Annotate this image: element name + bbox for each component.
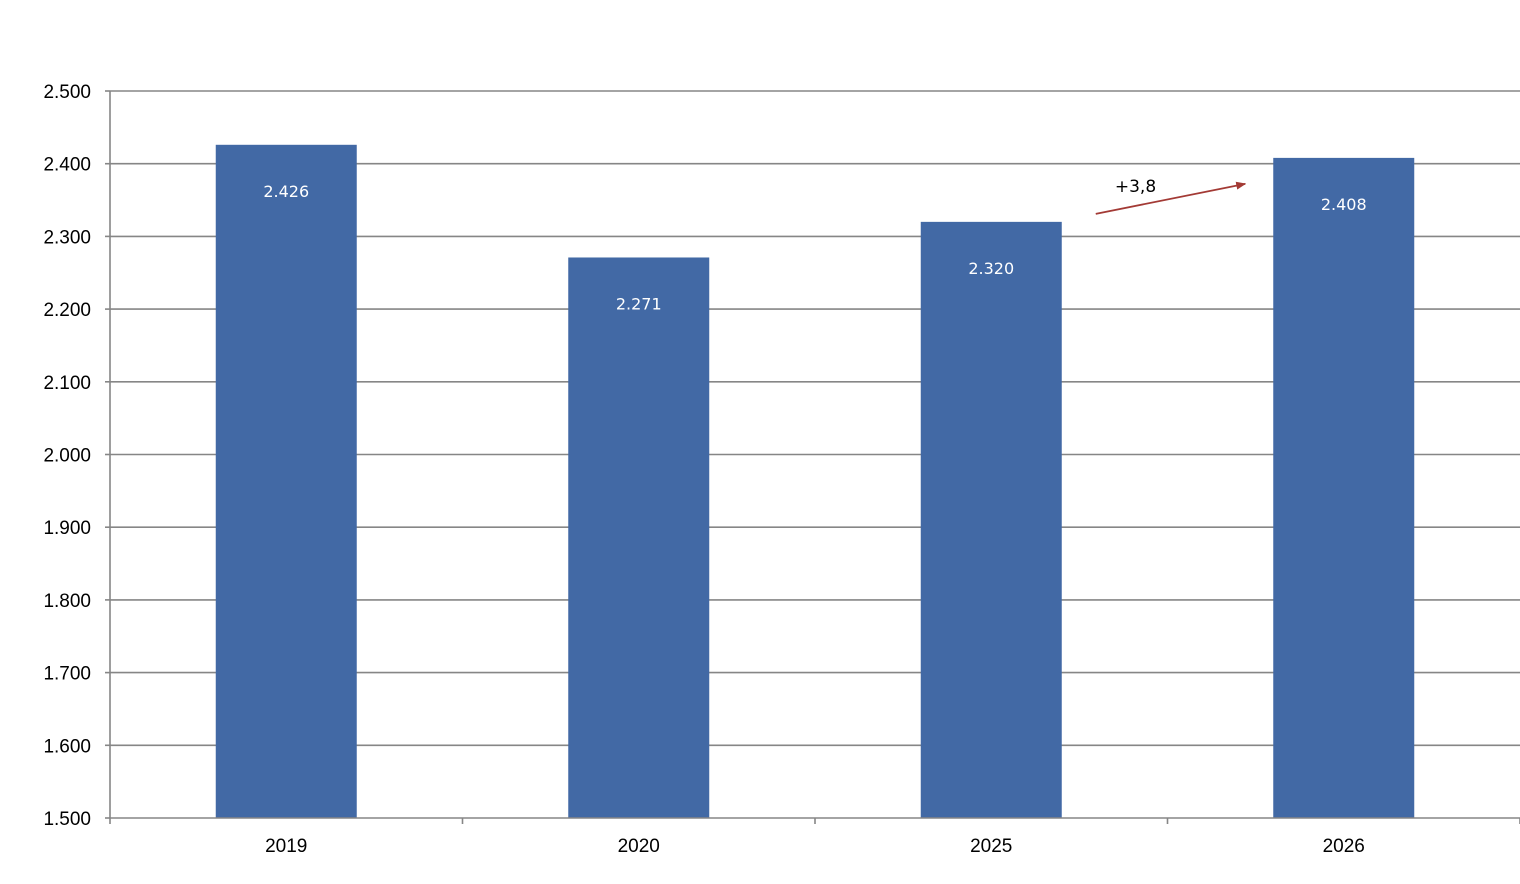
data-label: 2.408 bbox=[1321, 195, 1367, 214]
y-tick-label: 2.100 bbox=[43, 373, 91, 394]
y-tick-label: 2.500 bbox=[43, 82, 91, 103]
x-tick-label: 2019 bbox=[265, 836, 307, 857]
annotation: +3,8 bbox=[1095, 177, 1247, 215]
bars bbox=[215, 144, 1415, 819]
x-tick-label: 2020 bbox=[618, 836, 660, 857]
x-tick-label: 2025 bbox=[970, 836, 1012, 857]
y-tick-label: 1.800 bbox=[43, 591, 91, 612]
axes bbox=[105, 90, 1520, 824]
x-tick-label: 2026 bbox=[1323, 836, 1365, 857]
bar bbox=[920, 221, 1062, 819]
y-tick-label: 1.700 bbox=[43, 664, 91, 685]
bar bbox=[1273, 157, 1415, 818]
data-label: 2.426 bbox=[263, 182, 309, 201]
data-label: 2.320 bbox=[968, 259, 1014, 278]
y-tick-label: 2.200 bbox=[43, 300, 91, 321]
y-tick-label: 1.600 bbox=[43, 736, 91, 757]
growth-arrow bbox=[1095, 181, 1247, 215]
y-tick-label: 2.400 bbox=[43, 155, 91, 176]
y-tick-label: 1.900 bbox=[43, 518, 91, 539]
data-label: 2.271 bbox=[616, 294, 662, 313]
labels: 1.500 1.600 1.700 1.800 1.900 2.000 2.100 2.200… bbox=[43, 82, 1366, 857]
bar bbox=[568, 257, 710, 818]
y-tick-label: 2.000 bbox=[43, 446, 91, 467]
growth-label: +3,8 bbox=[1115, 177, 1156, 197]
y-tick-label: 2.300 bbox=[43, 227, 91, 248]
bar bbox=[215, 144, 357, 819]
y-tick-label: 1.500 bbox=[43, 809, 91, 830]
